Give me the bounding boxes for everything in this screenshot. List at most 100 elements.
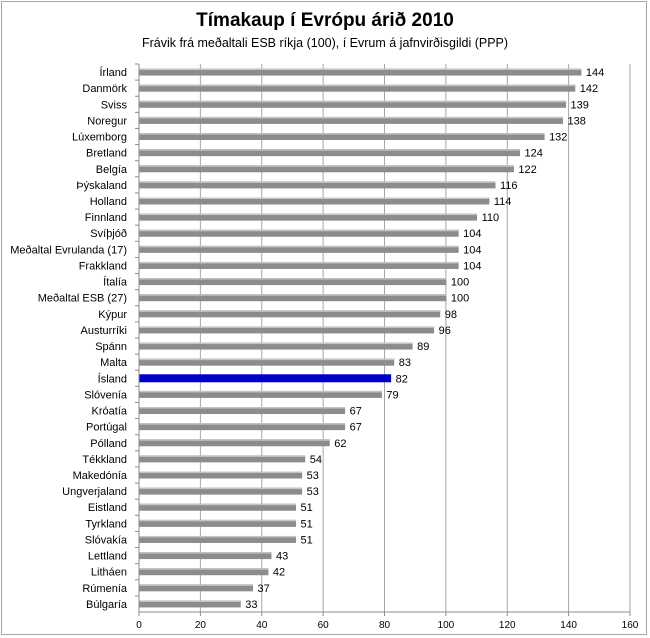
bar-shine	[139, 116, 563, 119]
value-label: 104	[463, 260, 481, 272]
value-label: 89	[417, 341, 429, 353]
category-label: Portúgal	[86, 422, 127, 434]
category-label: Þýskaland	[76, 180, 127, 192]
category-label: Frakkland	[79, 260, 127, 272]
bar-shine	[139, 600, 241, 602]
category-label: Króatía	[92, 406, 128, 418]
bar-shine	[139, 358, 395, 361]
bar	[139, 165, 514, 173]
x-tick-label: 160	[622, 620, 639, 631]
category-label: Írland	[99, 66, 127, 79]
category-label: Ísland	[98, 372, 127, 385]
bar	[139, 68, 582, 76]
value-label: 98	[445, 309, 457, 321]
x-tick-label: 20	[195, 620, 207, 631]
bar-shine	[139, 552, 272, 554]
value-label: 132	[549, 132, 567, 144]
bar-shine	[139, 165, 514, 167]
bar	[139, 116, 563, 124]
bar-shine	[139, 294, 447, 296]
category-label: Slóvakía	[85, 534, 128, 546]
bar-shine	[139, 390, 382, 393]
category-label: Noregur	[87, 115, 127, 127]
bar	[139, 261, 459, 269]
value-label: 79	[386, 389, 398, 401]
value-label: 114	[494, 196, 512, 208]
bar	[139, 407, 346, 415]
category-label: Lettland	[88, 551, 127, 563]
value-label: 51	[301, 518, 313, 530]
bar	[139, 439, 330, 447]
category-label: Austurríki	[81, 325, 127, 337]
bar	[139, 149, 521, 157]
bar	[139, 455, 306, 463]
chart-subtitle: Frávik frá meðaltali ESB ríkja (100), í …	[141, 36, 509, 50]
bar-shine	[139, 487, 303, 490]
bar	[139, 358, 395, 366]
x-tick-label: 140	[560, 620, 577, 631]
x-tick-label: 120	[499, 620, 516, 631]
bar	[139, 423, 346, 431]
category-label: Ítalía	[103, 276, 128, 289]
x-tick-label: 80	[379, 620, 391, 631]
category-label: Pólland	[90, 438, 127, 450]
value-label: 100	[451, 277, 469, 289]
x-tick-label: 40	[256, 620, 268, 631]
category-label: Slóvenía	[84, 389, 128, 401]
bar	[139, 326, 435, 334]
value-label: 100	[451, 293, 469, 305]
value-label: 142	[580, 83, 598, 95]
bar	[139, 181, 496, 189]
category-label: Holland	[90, 196, 127, 208]
bar-shine	[139, 535, 297, 538]
bar	[139, 535, 297, 543]
value-label: 51	[301, 534, 313, 546]
bar	[139, 584, 254, 592]
value-label: 82	[396, 373, 408, 385]
bar	[139, 213, 478, 221]
value-label: 110	[482, 212, 500, 224]
bar-shine	[139, 407, 346, 409]
bar-shine	[139, 342, 413, 345]
category-label: Eistland	[88, 502, 127, 514]
category-label: Malta	[100, 357, 128, 369]
category-label: Belgía	[96, 164, 128, 176]
category-label: Finnland	[85, 212, 127, 224]
category-label: Litháen	[91, 567, 127, 579]
bar-shine	[139, 278, 447, 280]
bar	[139, 229, 459, 237]
bar-shine	[139, 68, 582, 71]
category-label: Meðaltal ESB (27)	[38, 293, 127, 305]
bar-shine	[139, 149, 521, 151]
bar	[139, 100, 567, 108]
x-tick-label: 60	[318, 620, 330, 631]
category-label: Bretland	[86, 148, 127, 160]
value-label: 96	[439, 325, 451, 337]
value-label: 122	[518, 164, 536, 176]
value-label: 124	[525, 148, 543, 160]
bar	[139, 245, 459, 253]
bar-shine	[139, 455, 306, 457]
value-label: 104	[463, 244, 481, 256]
bar-shine	[139, 584, 254, 586]
bar	[139, 310, 441, 318]
bar-shine	[139, 471, 303, 473]
value-label: 43	[276, 551, 288, 563]
bar-shine	[139, 84, 576, 87]
bar	[139, 519, 297, 527]
bar	[139, 342, 413, 350]
value-label: 54	[310, 454, 322, 466]
value-label: 67	[350, 406, 362, 418]
bar	[139, 552, 272, 560]
value-label: 53	[307, 486, 319, 498]
bar	[139, 568, 269, 576]
x-tick-label: 100	[438, 620, 455, 631]
category-label: Svíþjóð	[90, 228, 127, 240]
category-label: Tyrkland	[85, 518, 127, 530]
bar	[139, 278, 447, 286]
x-tick-label: 0	[136, 620, 142, 631]
value-label: 33	[245, 599, 257, 611]
bar-shine	[139, 568, 269, 570]
bar	[139, 84, 576, 92]
